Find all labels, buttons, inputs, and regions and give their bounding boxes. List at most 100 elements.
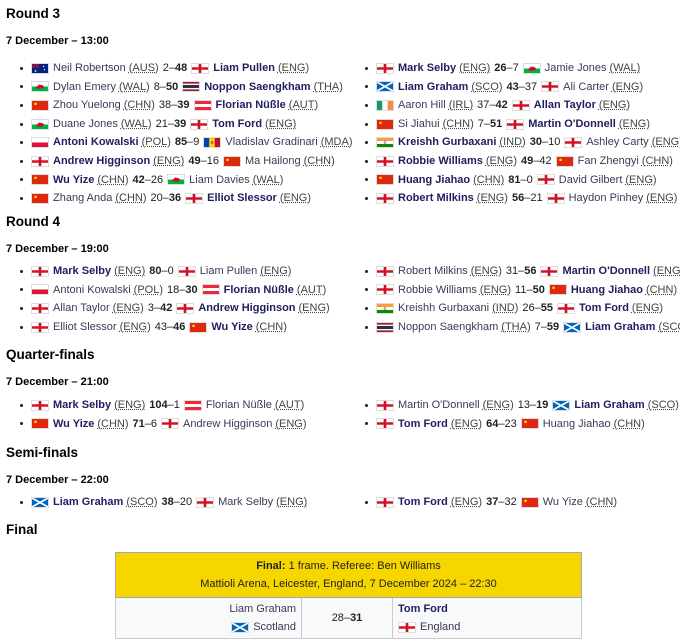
player-name[interactable]: Wu Yize bbox=[53, 173, 95, 186]
score-1: 64 bbox=[486, 417, 499, 430]
match-score: 85–9 bbox=[174, 136, 200, 149]
player-name[interactable]: Andrew Higginson bbox=[53, 154, 151, 167]
match-row: Mark Selby (ENG) 80–0 Liam Pullen (ENG) bbox=[17, 262, 330, 281]
match-score: 104–1 bbox=[149, 399, 180, 411]
player-name[interactable]: Fan Zhengyi bbox=[577, 154, 639, 167]
player-name[interactable]: Mark Selby bbox=[398, 62, 457, 74]
country-code: (ENG) bbox=[459, 62, 491, 74]
player-name[interactable]: Kreishh Gurbaxani bbox=[398, 302, 490, 315]
session-date: 7 December – 22:00 bbox=[6, 474, 109, 486]
player-name[interactable]: Elliot Slessor bbox=[207, 192, 277, 205]
player-name[interactable]: Huang Jiahao bbox=[570, 283, 643, 296]
player-name[interactable]: Antoni Kowalski bbox=[53, 136, 139, 149]
score-2: 55 bbox=[540, 302, 554, 315]
final-player-2[interactable]: Tom Ford bbox=[398, 603, 448, 615]
player-name[interactable]: Liam Graham bbox=[398, 80, 469, 93]
player-name[interactable]: Noppon Saengkham bbox=[204, 80, 311, 93]
score-1: 104 bbox=[149, 399, 168, 411]
player-name[interactable]: Liam Graham bbox=[574, 399, 645, 411]
country-code: (CHN) bbox=[97, 173, 129, 186]
match-score: 31–56 bbox=[505, 265, 537, 277]
player-name[interactable]: David Gilbert bbox=[558, 173, 623, 186]
player-name[interactable]: Ashley Carty bbox=[586, 136, 649, 149]
player-name[interactable]: Tom Ford bbox=[398, 496, 448, 508]
country-code: (AUT) bbox=[274, 399, 305, 411]
player-name[interactable]: Huang Jiahao bbox=[542, 417, 611, 430]
player-name[interactable]: Wu Yize bbox=[211, 320, 253, 333]
flag-india-icon bbox=[376, 137, 394, 149]
player-name[interactable]: Robert Milkins bbox=[398, 192, 474, 205]
player-name[interactable]: Florian Nüßle bbox=[215, 99, 286, 112]
score-1: 31 bbox=[505, 265, 519, 277]
player-name[interactable]: Neil Robertson bbox=[53, 62, 126, 74]
player-name[interactable]: Allan Taylor bbox=[53, 302, 110, 315]
player-name[interactable]: Florian Nüßle bbox=[223, 283, 294, 296]
player-name[interactable]: Liam Graham bbox=[53, 496, 124, 508]
score-2: 6 bbox=[150, 417, 158, 430]
player-name[interactable]: Liam Davies bbox=[189, 173, 250, 186]
score-2: 50 bbox=[165, 80, 179, 93]
player-name[interactable]: Martin O'Donnell bbox=[528, 117, 616, 130]
match-score: 26–7 bbox=[494, 62, 519, 74]
player-name[interactable]: Ma Hailong bbox=[244, 154, 301, 167]
player-name[interactable]: Allan Taylor bbox=[533, 99, 596, 112]
player-name[interactable]: Kreishh Gurbaxani bbox=[398, 136, 497, 149]
player-name[interactable]: Mark Selby bbox=[218, 496, 274, 508]
player-name[interactable]: Zhou Yuelong bbox=[53, 99, 121, 112]
player-name[interactable]: Duane Jones bbox=[53, 117, 118, 130]
player-name[interactable]: Huang Jiahao bbox=[398, 173, 471, 186]
player-name[interactable]: Ali Carter bbox=[563, 80, 609, 93]
country-code: (CHN) bbox=[115, 192, 147, 205]
country-code: (ENG) bbox=[598, 99, 631, 112]
match-score: 26–55 bbox=[522, 302, 554, 315]
player-name[interactable]: Andrew Higginson bbox=[198, 302, 296, 315]
player-name[interactable]: Robert Milkins bbox=[398, 265, 468, 277]
match-score: 49–42 bbox=[521, 154, 552, 167]
player-name[interactable]: Liam Graham bbox=[585, 320, 656, 333]
round-heading: Quarter-finals bbox=[6, 347, 95, 362]
player-name[interactable]: Tom Ford bbox=[212, 117, 263, 130]
flag-england-icon bbox=[546, 192, 565, 204]
score-2: 32 bbox=[504, 496, 517, 508]
score-2: 46 bbox=[173, 320, 186, 333]
player-name[interactable]: Martin O'Donnell bbox=[562, 265, 651, 277]
player-name[interactable]: Liam Pullen bbox=[213, 62, 275, 74]
player-name[interactable]: Mark Selby bbox=[53, 265, 112, 277]
flag-china-icon bbox=[520, 496, 539, 508]
player-name[interactable]: Dylan Emery bbox=[53, 80, 116, 93]
match-row: Antoni Kowalski (POL) 85–9 Vladislav Gradi… bbox=[17, 133, 353, 152]
final-country-1[interactable]: Scotland bbox=[253, 621, 296, 633]
flag-china-icon bbox=[31, 99, 49, 111]
country-code: (ENG) bbox=[482, 399, 514, 411]
player-name[interactable]: Wu Yize bbox=[53, 417, 95, 430]
player-name[interactable]: Haydon Pinhey bbox=[568, 192, 644, 205]
player-name[interactable]: Vladislav Gradinari bbox=[225, 136, 318, 149]
final-player-1[interactable]: Liam Graham bbox=[229, 603, 296, 615]
player-name[interactable]: Andrew Higginson bbox=[183, 417, 273, 430]
final-country-2[interactable]: England bbox=[420, 621, 461, 633]
player-name[interactable]: Robbie Williams bbox=[398, 154, 483, 167]
match-row: Robbie Williams (ENG) 11–50 Huang Jiahao (… bbox=[362, 281, 680, 300]
country-code: (ENG) bbox=[114, 265, 146, 277]
player-name[interactable]: Aaron Hill bbox=[398, 99, 446, 112]
flag-england-icon bbox=[185, 192, 204, 204]
player-name[interactable]: Tom Ford bbox=[579, 302, 629, 315]
player-name[interactable]: Antoni Kowalski bbox=[53, 283, 131, 296]
player-name[interactable]: Martin O'Donnell bbox=[398, 399, 480, 411]
player-name[interactable]: Jamie Jones bbox=[544, 62, 607, 74]
player-name[interactable]: Si Jiahui bbox=[398, 117, 440, 130]
match-score: 43–37 bbox=[506, 80, 538, 93]
player-name[interactable]: Zhang Anda bbox=[53, 192, 113, 205]
match-score: 3–42 bbox=[147, 302, 173, 315]
player-name[interactable]: Mark Selby bbox=[53, 399, 112, 411]
player-name[interactable]: Tom Ford bbox=[398, 417, 448, 430]
player-name[interactable]: Robbie Williams bbox=[398, 283, 477, 296]
player-name[interactable]: Noppon Saengkham bbox=[398, 320, 499, 333]
match-row: Antoni Kowalski (POL) 18–30 Florian Nüßle … bbox=[17, 281, 330, 300]
player-name[interactable]: Liam Pullen bbox=[199, 265, 258, 277]
player-name[interactable]: Florian Nüßle bbox=[205, 399, 272, 411]
country-code: (POL) bbox=[133, 283, 163, 296]
player-name[interactable]: Wu Yize bbox=[542, 496, 583, 508]
country-code: (ENG) bbox=[653, 265, 680, 277]
player-name[interactable]: Elliot Slessor bbox=[53, 320, 117, 333]
